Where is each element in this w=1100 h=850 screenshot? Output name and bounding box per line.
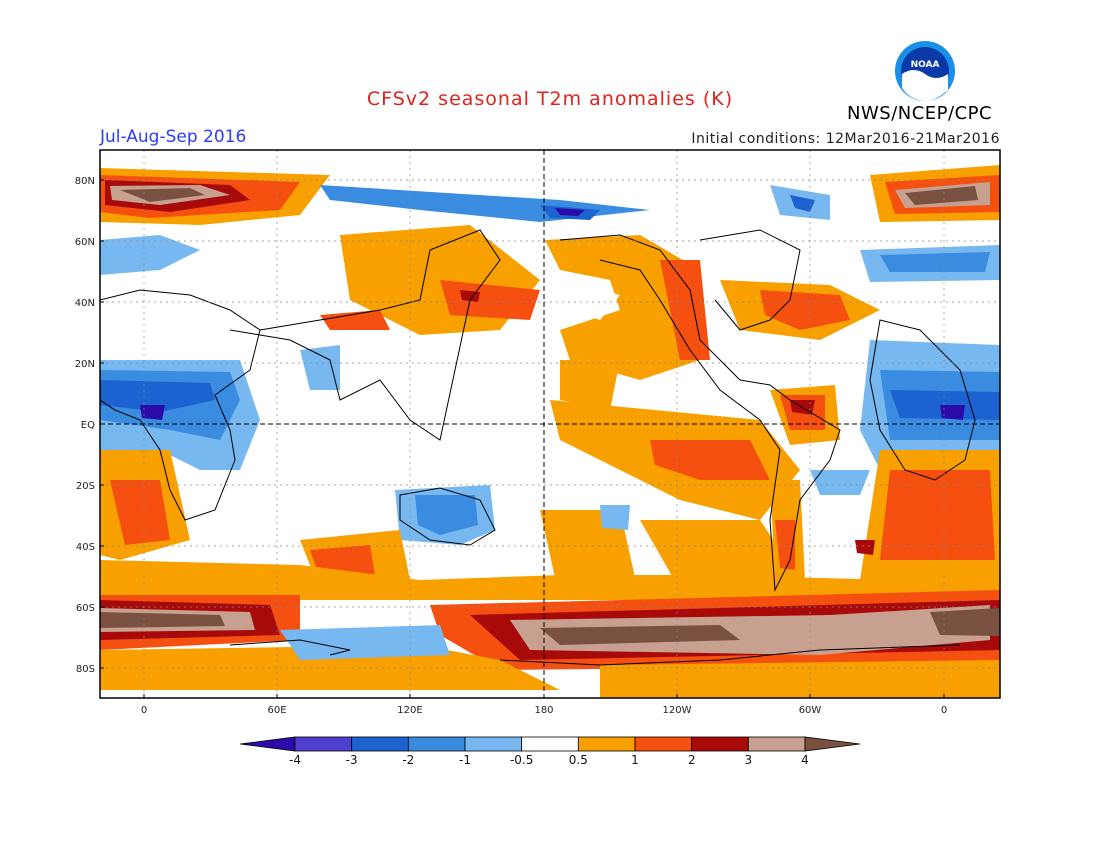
agency-label: NWS/NCEP/CPC: [847, 103, 993, 124]
lat-label: 80N: [75, 176, 95, 187]
colorbar-segment: [577, 736, 636, 752]
colorbar-label: -1: [459, 753, 471, 767]
svg-text:NOAA: NOAA: [911, 60, 940, 70]
colorbar-segment: [634, 736, 693, 752]
lon-label: 180: [534, 705, 553, 716]
tick-marks: [100, 179, 945, 698]
noaa-logo-icon: NOAA: [895, 41, 955, 102]
lon-label: 0: [941, 705, 947, 716]
colorbar-label: -4: [289, 753, 301, 767]
lat-label: EQ: [81, 420, 95, 431]
colorbar-label: -2: [402, 753, 414, 767]
colorbar-arrow-high: [804, 736, 861, 752]
equator-dateline: [100, 150, 1000, 698]
colorbar-segment: [747, 736, 806, 752]
colorbar-segment: [521, 736, 579, 752]
map-title: CFSv2 seasonal T2m anomalies (K): [366, 88, 734, 110]
lat-label: 80S: [76, 664, 95, 675]
latitude-labels: 80N 60N 40N 20N EQ 20S 40S 60S 80S: [75, 176, 95, 675]
colorbar-label: 4: [801, 753, 809, 767]
graticule: [100, 150, 1000, 698]
colorbar-label: 3: [745, 753, 753, 767]
season-label: Jul-Aug-Sep 2016: [100, 127, 247, 147]
colorbar-segment: [294, 736, 353, 752]
lat-label: 40S: [76, 542, 95, 553]
lat-label: 20N: [75, 359, 95, 370]
colorbar-label: -0.5: [510, 753, 533, 767]
colorbar-legend: -4 -3 -2 -1 -0.5 0.5 1 2 3 4: [239, 736, 861, 767]
lon-label: 60W: [799, 705, 822, 716]
lon-label: 120W: [663, 705, 692, 716]
lat-label: 60S: [76, 603, 95, 614]
colorbar-segment: [407, 736, 466, 752]
colorbar-label: 2: [688, 753, 696, 767]
initial-conditions-label: Initial conditions: 12Mar2016-21Mar2016: [691, 131, 1000, 147]
colorbar-segment: [464, 736, 523, 752]
lat-label: 60N: [75, 237, 95, 248]
colorbar-label: 0.5: [569, 753, 588, 767]
lon-label: 120E: [397, 705, 422, 716]
longitude-labels: 0 60E 120E 180 120W 60W 0: [141, 705, 947, 716]
lat-label: 40N: [75, 298, 95, 309]
colorbar-arrow-low: [239, 736, 296, 752]
colorbar-label: -3: [346, 753, 358, 767]
lon-label: 60E: [267, 705, 286, 716]
lat-label: 20S: [76, 481, 95, 492]
colorbar-segment: [691, 736, 749, 752]
colorbar-segment: [351, 736, 409, 752]
lon-label: 0: [141, 705, 147, 716]
colorbar-label: 1: [631, 753, 639, 767]
